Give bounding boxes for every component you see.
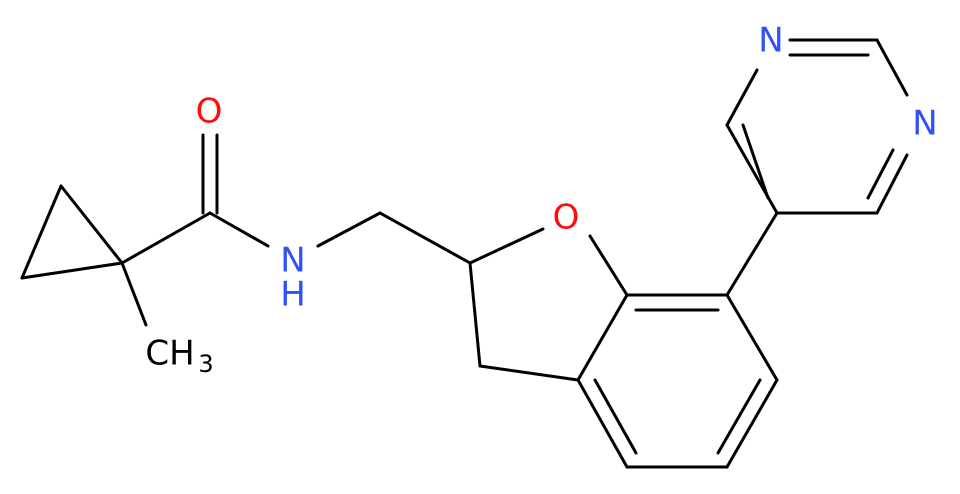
atom-label: N <box>912 104 937 144</box>
bond <box>59 184 124 265</box>
bond <box>875 38 909 97</box>
bond <box>120 211 212 265</box>
bond <box>725 123 779 215</box>
bond <box>741 123 770 200</box>
bond <box>725 378 779 469</box>
bond <box>576 293 629 382</box>
atom-label: O <box>196 92 223 132</box>
bond <box>20 184 63 280</box>
bond <box>588 234 629 297</box>
bond <box>378 211 472 265</box>
bond <box>875 153 909 215</box>
bond <box>20 261 124 280</box>
bond <box>716 378 762 455</box>
atom-label: H <box>280 275 306 315</box>
bond <box>468 227 545 265</box>
atom-subscript: 3 <box>198 350 213 378</box>
bond <box>576 378 629 469</box>
atom-label: O <box>553 198 580 238</box>
bond <box>593 378 638 455</box>
bond <box>725 211 779 297</box>
bond <box>468 261 482 368</box>
bond <box>866 148 895 200</box>
atom-label: N <box>280 241 305 281</box>
bond <box>208 211 270 248</box>
bonds <box>20 38 909 469</box>
bond <box>725 68 759 127</box>
bond <box>478 364 580 382</box>
bond <box>120 261 148 327</box>
atom-label: N <box>758 21 783 61</box>
bond <box>725 293 779 382</box>
bond <box>316 211 382 248</box>
atom-label: CH <box>145 334 194 374</box>
